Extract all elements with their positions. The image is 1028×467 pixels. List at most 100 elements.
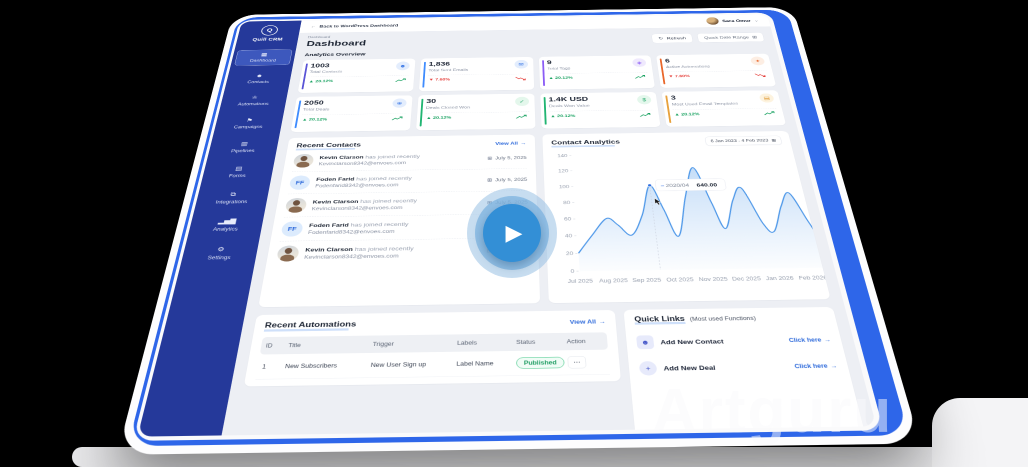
user-menu[interactable]: Sara Omur ⌄ — [705, 17, 760, 25]
device-scene: Q Quill CRM ▦ Dashboard ☻ Contacts ⚛ Aut… — [117, 6, 921, 455]
calendar-icon: ⊞ — [751, 34, 758, 40]
recent-automations-title: Recent Automations — [263, 319, 357, 332]
back-arrow-icon: ← — [310, 24, 317, 29]
dashboard-content: Dashboard Dashboard ↻ Refresh Quick Date… — [217, 27, 877, 437]
stat-card-deals-closed-won: 30 Deals Closed Won ✓ ▲ 20.12% — [415, 93, 536, 131]
click-here-link[interactable]: Click here → — [793, 362, 839, 370]
sidebar-item-settings[interactable]: ⚙ Settings — [207, 246, 232, 261]
dashboard-icon: ▦ — [260, 52, 268, 58]
play-icon: ▶ — [505, 220, 523, 245]
arrow-right-icon: → — [823, 336, 832, 343]
svg-text:80: 80 — [563, 200, 571, 206]
calendar-icon: ⊞ — [487, 155, 493, 161]
user-avatar — [705, 17, 720, 25]
trend-down-icon — [515, 76, 528, 80]
sidebar-item-campaigns[interactable]: ⚑ Campaigns — [233, 117, 263, 130]
template-icon: ▤ — [758, 93, 775, 103]
play-button[interactable]: ▶ — [483, 204, 541, 262]
users-icon: ☻ — [395, 61, 410, 71]
sidebar-item-dashboard[interactable]: ▦ Dashboard — [234, 49, 293, 66]
sidebar-item-forms[interactable]: ▤ Forms — [228, 165, 247, 179]
svg-text:20: 20 — [566, 251, 574, 257]
arrow-right-icon: → — [829, 362, 839, 370]
recent-contacts-view-all[interactable]: View All → — [495, 140, 527, 146]
quick-link-add-new-deal[interactable]: + Add New Deal Click here → — [638, 359, 839, 376]
svg-text:120: 120 — [558, 169, 569, 174]
page-title: Dashboard — [305, 38, 367, 48]
avatar — [284, 197, 308, 213]
sidebar-item-integrations[interactable]: ⧉ Integrations — [215, 191, 248, 205]
svg-text:Dec 2025: Dec 2025 — [732, 276, 762, 283]
quick-date-range-input[interactable]: Quick Date Range ⊞ — [696, 32, 765, 43]
refresh-button[interactable]: ↻ Refresh — [651, 33, 694, 44]
svg-text:Nov 2025: Nov 2025 — [698, 277, 728, 284]
avatar: FF — [288, 175, 311, 190]
contacts-icon: ☻ — [255, 73, 264, 79]
svg-text:2020/04: 2020/04 — [665, 183, 689, 189]
crm-app: Q Quill CRM ▦ Dashboard ☻ Contacts ⚛ Aut… — [137, 14, 877, 437]
trend-up-icon — [639, 113, 653, 118]
svg-text:Oct 2025: Oct 2025 — [666, 277, 694, 284]
automation-table-row[interactable]: 1 New Subscribers New User Sign up Label… — [255, 349, 610, 380]
sidebar-item-contacts[interactable]: ☻ Contacts — [246, 73, 270, 85]
recent-automations-panel: Recent Automations View All → ID Title — [243, 310, 621, 387]
pipelines-icon: ▥ — [240, 141, 249, 147]
avatar — [292, 153, 315, 168]
arrow-right-icon: → — [520, 140, 527, 146]
stat-card-total-sent-emails: 1,836 Total Sent Emails ✉ ▼ 7.60% — [418, 56, 534, 92]
svg-text:–: – — [660, 183, 664, 188]
recent-automations-view-all[interactable]: View All → — [569, 318, 606, 326]
contact-analytics-title: Contact Analytics — [551, 138, 621, 148]
trend-up-icon — [394, 78, 407, 82]
automations-icon: ⚛ — [250, 95, 259, 101]
automation-icon: ✦ — [749, 56, 766, 66]
back-to-wordpress-link[interactable]: ← Back to WordPress Dashboard — [310, 23, 399, 29]
trend-down-icon — [754, 73, 768, 77]
campaigns-icon: ⚑ — [245, 117, 254, 124]
svg-text:Sep 2025: Sep 2025 — [632, 278, 662, 285]
stat-card-deals-won-value: 1.4K USD Deals Won Value $ ▲ 20.12% — [540, 91, 661, 129]
add-contact-icon: ☻ — [636, 335, 655, 350]
envelope-icon: ✉ — [514, 59, 528, 69]
contact-analytics-chart[interactable]: 0 20 40 60 80 100 120 140 Jul 2025 Aug 2025 Sep 20… — [552, 146, 831, 291]
stat-card-total-deals: 2050 Total Deals ⊕ ▲ 20.12% — [290, 95, 413, 133]
trend-up-icon — [391, 116, 405, 121]
avatar — [276, 245, 300, 262]
row-actions-button[interactable]: ⋯ — [567, 355, 587, 369]
calendar-icon: ⊞ — [771, 138, 777, 143]
svg-text:Feb 2026: Feb 2026 — [798, 275, 828, 282]
quill-logo-icon: Q — [260, 25, 279, 36]
sidebar-item-automations[interactable]: ⚛ Automations — [237, 95, 270, 107]
refresh-icon: ↻ — [658, 36, 664, 41]
tag-icon: ◈ — [632, 58, 647, 68]
device-base-corner — [932, 398, 1028, 467]
click-here-link[interactable]: Click here → — [788, 336, 832, 344]
brand-name: Quill CRM — [251, 36, 284, 42]
chart-date-range-picker[interactable]: 6 Jan 2023 - 4 Feb 2023 ⊞ — [704, 135, 783, 146]
arrow-right-icon: → — [598, 318, 606, 325]
add-deal-icon: + — [638, 361, 658, 376]
calendar-icon: ⊞ — [487, 177, 493, 183]
svg-text:140: 140 — [557, 154, 568, 159]
money-icon: $ — [636, 95, 652, 105]
contact-analytics-panel: Contact Analytics 6 Jan 2023 - 4 Feb 202… — [542, 130, 831, 304]
quick-link-add-new-contact[interactable]: ☻ Add New Contact Click here → — [636, 333, 832, 350]
status-badge: Published — [516, 356, 565, 369]
stat-card-total-contacts: 1003 Total Contacts ☻ ▲ 20.12% — [297, 58, 416, 93]
main-area: ← Back to WordPress Dashboard Sara Omur … — [217, 14, 877, 437]
won-icon: ✓ — [514, 96, 529, 107]
stat-cards-grid: 1003 Total Contacts ☻ ▲ 20.12% 1,836 Tot… — [290, 53, 787, 133]
analytics-icon: ▂▅▇ — [217, 217, 237, 225]
svg-text:Jan 2026: Jan 2026 — [765, 276, 794, 283]
sidebar-item-pipelines[interactable]: ▥ Pipelines — [230, 141, 256, 154]
svg-text:60: 60 — [564, 217, 572, 223]
quick-links-title: Quick Links (Most used Functions) — [634, 315, 757, 325]
stat-card-active-automations: 6 Active Automations ✦ ▼ 7.60% — [656, 53, 777, 88]
trend-up-icon — [634, 75, 647, 79]
svg-text:Jul 2025: Jul 2025 — [567, 278, 593, 284]
svg-text:100: 100 — [559, 184, 570, 189]
sidebar-item-analytics[interactable]: ▂▅▇ Analytics — [212, 217, 239, 232]
recent-contacts-title: Recent Contacts — [295, 141, 362, 151]
forms-icon: ▤ — [234, 165, 243, 172]
